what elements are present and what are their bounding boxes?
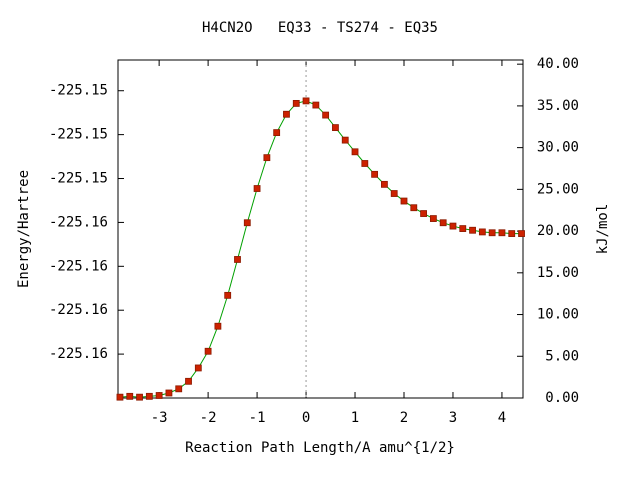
x-tick-label: 4 [498, 410, 506, 426]
point [332, 124, 339, 131]
y2-tick-label: 0.00 [545, 390, 579, 406]
x-tick-label: 3 [449, 410, 457, 426]
x-tick-label: 1 [351, 410, 359, 426]
point [478, 228, 486, 236]
y2-tick-label: 35.00 [537, 98, 579, 114]
y2-tick-label: 40.00 [537, 56, 579, 72]
y2-axis-label: kJ/mol [595, 204, 611, 255]
point [420, 210, 427, 217]
point [351, 148, 359, 156]
x-tick-label: 2 [400, 410, 408, 426]
point [194, 364, 202, 372]
y2-tick-label: 15.00 [537, 265, 579, 281]
point [155, 392, 163, 399]
y-tick-label: -225.15 [49, 127, 108, 143]
point [175, 385, 183, 393]
point [429, 215, 437, 222]
x-axis-label: Reaction Path Length/A amu^{1/2} [185, 440, 455, 456]
y2-tick-label: 10.00 [537, 307, 579, 323]
point [469, 226, 476, 234]
point [145, 392, 153, 400]
line [119, 100, 522, 398]
y-tick-label: -225.16 [49, 302, 108, 318]
y2-tick-label: 20.00 [537, 223, 579, 239]
point [185, 377, 192, 385]
point [400, 197, 408, 205]
point [390, 190, 398, 197]
point [263, 154, 271, 162]
point [214, 322, 222, 330]
point [449, 222, 457, 230]
point [302, 97, 310, 105]
point [204, 347, 212, 355]
x-tick-label: -2 [200, 410, 217, 426]
plot-frame [117, 59, 524, 399]
point [361, 160, 369, 167]
point [283, 110, 290, 118]
point [292, 99, 300, 107]
chart-title: H4CN2O EQ33 - TS274 - EQ35 [202, 20, 438, 36]
x-tick-label: -1 [249, 410, 266, 426]
point [165, 389, 173, 397]
point [498, 229, 506, 237]
point [488, 229, 496, 237]
point [341, 136, 349, 144]
y-axis-label: Energy/Hartree [16, 170, 32, 288]
point [459, 225, 467, 232]
point [273, 129, 281, 137]
y2-tick-label: 25.00 [537, 181, 579, 197]
point [126, 392, 134, 400]
y-tick-label: -225.15 [49, 171, 108, 187]
y-tick-label: -225.16 [49, 346, 108, 362]
y-tick-label: -225.16 [49, 214, 108, 230]
point [224, 291, 232, 299]
point [439, 219, 447, 227]
point [518, 230, 525, 237]
point [322, 111, 330, 119]
y2-tick-label: 30.00 [537, 140, 579, 156]
point [116, 393, 124, 401]
point [234, 256, 241, 263]
y-tick-label: -225.16 [49, 258, 108, 274]
point [371, 170, 379, 178]
x-tick-label: 0 [302, 410, 310, 426]
point [312, 101, 320, 109]
point [243, 219, 251, 227]
y-tick-label: -225.15 [49, 83, 108, 99]
x-tick-label: -3 [151, 410, 168, 426]
point [508, 230, 516, 237]
point [410, 204, 418, 212]
y2-tick-label: 5.00 [545, 348, 579, 364]
point [381, 180, 388, 188]
point [253, 185, 261, 192]
point [136, 393, 143, 401]
